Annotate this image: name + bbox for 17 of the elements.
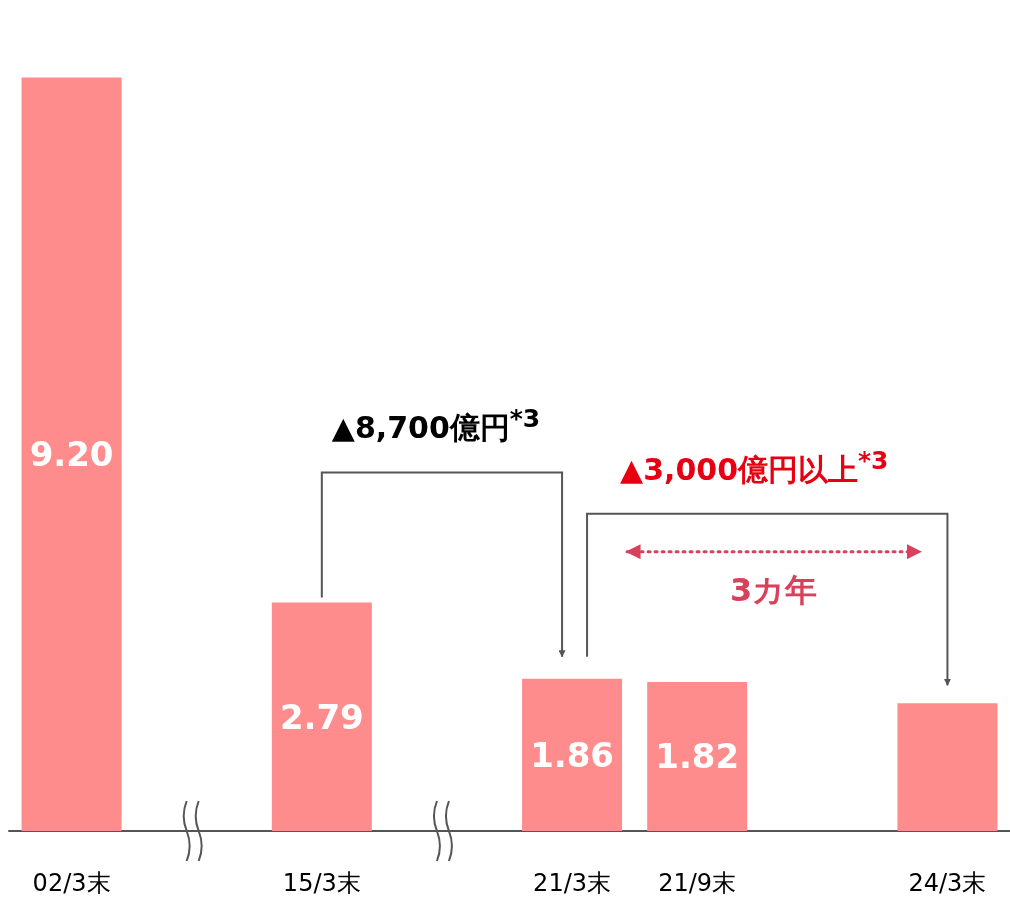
x-tick-label: 15/3末 (282, 869, 361, 897)
x-tick-label: 21/9末 (658, 869, 737, 897)
data-label: 9.20 (29, 434, 114, 475)
bar (271, 602, 372, 831)
data-label: 1.82 (655, 736, 740, 777)
x-tick-label: 24/3末 (908, 869, 987, 897)
bar (21, 77, 122, 831)
data-label: 2.79 (279, 696, 364, 737)
annotation: ▲3,000億円以上$^{*3}$ (620, 445, 889, 489)
annotation: 3カ年 (730, 569, 818, 611)
bar (897, 703, 998, 831)
bar (522, 678, 623, 831)
bar (647, 681, 748, 831)
x-tick-label: 02/3末 (32, 869, 111, 897)
annotation: ▲8,700億円$^{*3}$ (331, 404, 541, 448)
data-label: 1.86 (530, 734, 615, 775)
x-tick-label: 21/3末 (533, 869, 612, 897)
